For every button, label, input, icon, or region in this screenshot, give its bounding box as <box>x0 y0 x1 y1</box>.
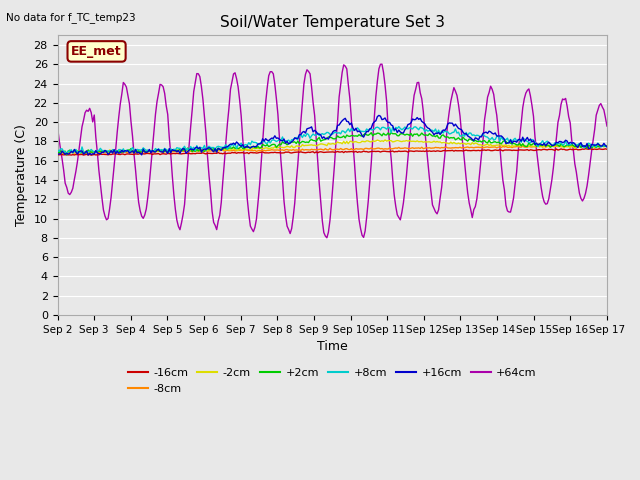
Text: EE_met: EE_met <box>71 45 122 58</box>
Y-axis label: Temperature (C): Temperature (C) <box>15 124 28 226</box>
Text: No data for f_TC_temp23: No data for f_TC_temp23 <box>6 12 136 23</box>
Legend: -16cm, -8cm, -2cm, +2cm, +8cm, +16cm, +64cm: -16cm, -8cm, -2cm, +2cm, +8cm, +16cm, +6… <box>124 364 541 398</box>
Title: Soil/Water Temperature Set 3: Soil/Water Temperature Set 3 <box>220 15 445 30</box>
X-axis label: Time: Time <box>317 340 348 353</box>
